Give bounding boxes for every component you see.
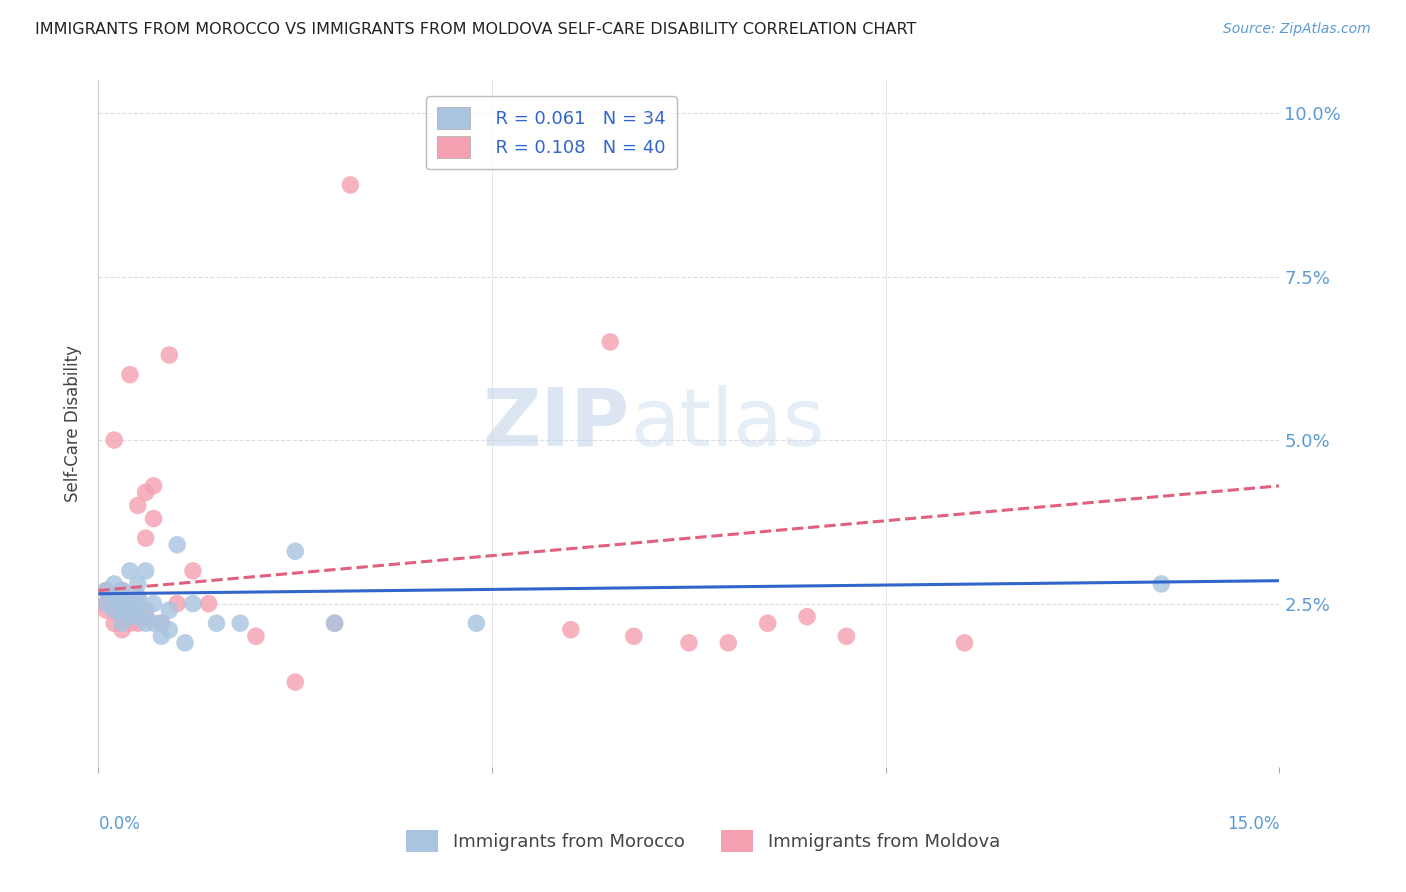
- Point: [111, 583, 134, 598]
- Legend:   R = 0.061   N = 34,   R = 0.108   N = 40: R = 0.061 N = 34, R = 0.108 N = 40: [426, 96, 676, 169]
- Point: [111, 609, 134, 624]
- Point: [157, 348, 180, 362]
- Point: [96, 603, 118, 617]
- Point: [756, 616, 779, 631]
- Text: Source: ZipAtlas.com: Source: ZipAtlas.com: [1223, 22, 1371, 37]
- Point: [560, 623, 582, 637]
- Point: [197, 597, 219, 611]
- Point: [142, 597, 165, 611]
- Point: [166, 597, 188, 611]
- Point: [96, 583, 118, 598]
- Point: [150, 616, 173, 631]
- Point: [127, 590, 149, 604]
- Point: [118, 603, 141, 617]
- Point: [678, 636, 700, 650]
- Point: [135, 603, 157, 617]
- Point: [796, 609, 818, 624]
- Point: [111, 603, 134, 617]
- Point: [166, 538, 188, 552]
- Y-axis label: Self-Care Disability: Self-Care Disability: [65, 345, 83, 502]
- Point: [245, 629, 267, 643]
- Point: [103, 616, 125, 631]
- Text: IMMIGRANTS FROM MOROCCO VS IMMIGRANTS FROM MOLDOVA SELF-CARE DISABILITY CORRELAT: IMMIGRANTS FROM MOROCCO VS IMMIGRANTS FR…: [35, 22, 917, 37]
- Point: [103, 603, 125, 617]
- Point: [111, 623, 134, 637]
- Text: ZIP: ZIP: [482, 384, 630, 463]
- Point: [103, 577, 125, 591]
- Point: [339, 178, 361, 192]
- Point: [599, 334, 621, 349]
- Point: [118, 564, 141, 578]
- Point: [118, 616, 141, 631]
- Text: 15.0%: 15.0%: [1227, 815, 1279, 833]
- Point: [181, 597, 204, 611]
- Point: [142, 616, 165, 631]
- Point: [323, 616, 346, 631]
- Point: [103, 603, 125, 617]
- Point: [181, 564, 204, 578]
- Point: [142, 511, 165, 525]
- Point: [135, 531, 157, 545]
- Point: [111, 616, 134, 631]
- Point: [1150, 577, 1173, 591]
- Point: [157, 623, 180, 637]
- Point: [127, 597, 149, 611]
- Point: [284, 675, 307, 690]
- Point: [111, 583, 134, 598]
- Point: [284, 544, 307, 558]
- Point: [127, 499, 149, 513]
- Point: [135, 609, 157, 624]
- Point: [323, 616, 346, 631]
- Point: [157, 603, 180, 617]
- Point: [111, 597, 134, 611]
- Point: [465, 616, 488, 631]
- Point: [118, 609, 141, 624]
- Point: [142, 479, 165, 493]
- Point: [118, 597, 141, 611]
- Point: [623, 629, 645, 643]
- Point: [96, 597, 118, 611]
- Point: [150, 629, 173, 643]
- Point: [953, 636, 976, 650]
- Point: [835, 629, 858, 643]
- Point: [96, 597, 118, 611]
- Point: [174, 636, 197, 650]
- Text: 0.0%: 0.0%: [98, 815, 141, 833]
- Point: [135, 485, 157, 500]
- Point: [135, 616, 157, 631]
- Point: [96, 583, 118, 598]
- Point: [150, 616, 173, 631]
- Point: [103, 597, 125, 611]
- Point: [103, 433, 125, 447]
- Legend: Immigrants from Morocco, Immigrants from Moldova: Immigrants from Morocco, Immigrants from…: [396, 821, 1010, 861]
- Point: [135, 564, 157, 578]
- Point: [127, 590, 149, 604]
- Point: [103, 590, 125, 604]
- Text: atlas: atlas: [630, 384, 824, 463]
- Point: [229, 616, 252, 631]
- Point: [127, 616, 149, 631]
- Point: [205, 616, 228, 631]
- Point: [127, 577, 149, 591]
- Point: [111, 597, 134, 611]
- Point: [127, 609, 149, 624]
- Point: [118, 368, 141, 382]
- Point: [717, 636, 740, 650]
